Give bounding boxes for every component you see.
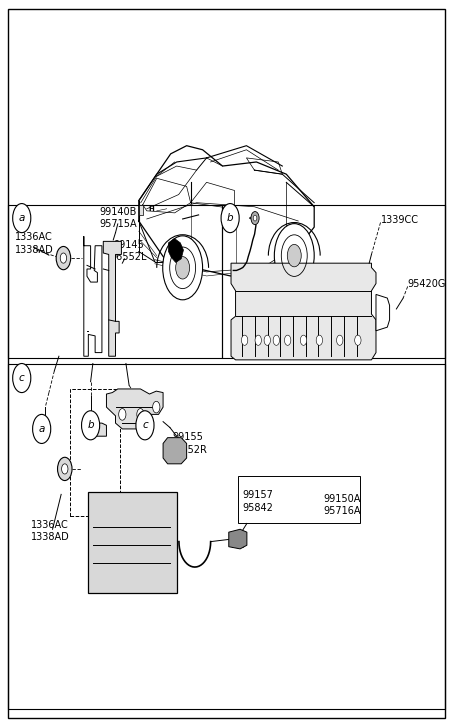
Circle shape: [163, 236, 202, 300]
Text: b: b: [87, 420, 94, 430]
Circle shape: [13, 364, 31, 393]
Circle shape: [56, 246, 71, 270]
Circle shape: [153, 401, 160, 413]
Circle shape: [264, 335, 270, 345]
Bar: [238, 476, 360, 523]
Circle shape: [33, 414, 51, 443]
Circle shape: [60, 253, 67, 263]
Text: 99140B
95715A: 99140B 95715A: [99, 207, 137, 229]
Bar: [139, 205, 143, 215]
Circle shape: [255, 335, 261, 345]
Text: b: b: [227, 213, 233, 223]
Polygon shape: [249, 214, 258, 222]
Text: 99155
96552R: 99155 96552R: [169, 433, 207, 454]
Circle shape: [119, 409, 126, 420]
Circle shape: [284, 335, 291, 345]
Circle shape: [287, 244, 301, 267]
Bar: [8, 364, 445, 709]
Circle shape: [300, 335, 307, 345]
Text: 95420G: 95420G: [408, 278, 446, 289]
Text: c: c: [19, 373, 24, 383]
Polygon shape: [163, 438, 187, 464]
Text: a: a: [19, 213, 25, 223]
Text: 1336AC
1338AD: 1336AC 1338AD: [30, 520, 69, 542]
Bar: [70, 389, 120, 516]
Circle shape: [176, 257, 190, 279]
Circle shape: [137, 409, 144, 420]
Text: 99157
95842: 99157 95842: [243, 491, 274, 513]
Circle shape: [82, 411, 100, 440]
Circle shape: [355, 335, 361, 345]
Text: 99150A
95716A: 99150A 95716A: [323, 494, 361, 516]
Bar: [8, 205, 222, 358]
Polygon shape: [229, 529, 247, 549]
Text: c: c: [142, 420, 148, 430]
Polygon shape: [88, 423, 106, 436]
Polygon shape: [231, 263, 376, 360]
Circle shape: [221, 204, 239, 233]
Polygon shape: [169, 238, 183, 262]
Bar: [88, 492, 177, 593]
Circle shape: [337, 335, 343, 345]
Bar: [222, 205, 445, 358]
Polygon shape: [84, 236, 102, 356]
Circle shape: [251, 212, 259, 225]
Text: 1339CC: 1339CC: [381, 214, 419, 225]
Circle shape: [273, 335, 280, 345]
Polygon shape: [103, 241, 121, 356]
Polygon shape: [376, 294, 390, 331]
Circle shape: [253, 215, 257, 221]
Text: H: H: [148, 206, 154, 212]
Text: 99145
96552L: 99145 96552L: [111, 240, 147, 262]
Circle shape: [62, 464, 68, 474]
Polygon shape: [106, 389, 163, 429]
Text: 1336AC
1338AD: 1336AC 1338AD: [14, 233, 53, 254]
Circle shape: [316, 335, 323, 345]
Circle shape: [241, 335, 248, 345]
Circle shape: [136, 411, 154, 440]
Circle shape: [13, 204, 31, 233]
Text: a: a: [39, 424, 45, 434]
Circle shape: [58, 457, 72, 481]
Circle shape: [275, 224, 314, 288]
